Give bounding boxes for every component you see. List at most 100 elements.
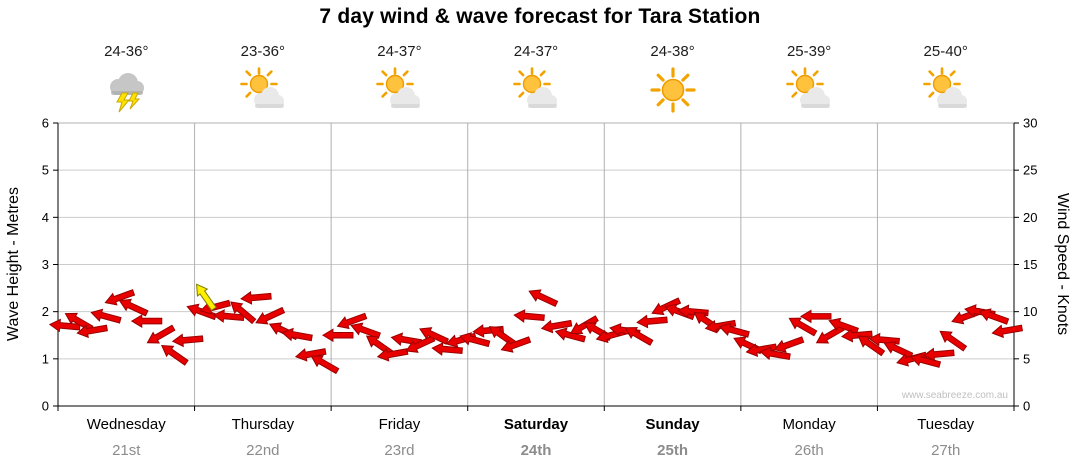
- temp-range: 24-38°: [650, 43, 695, 60]
- wind-arrow: [745, 343, 778, 357]
- right-axis-tick-label: 20: [1023, 210, 1037, 225]
- wind-arrow: [759, 346, 791, 361]
- right-axis-tick-label: 25: [1023, 163, 1037, 178]
- wind-arrow: [978, 308, 1010, 325]
- watermark: www.seabreeze.com.au: [901, 390, 1008, 401]
- day-name: Thursday: [231, 416, 295, 433]
- left-axis-tick-label: 3: [42, 257, 49, 272]
- wind-arrow: [500, 336, 532, 353]
- day-label-wednesday: Wednesday 21st: [58, 416, 195, 460]
- day-date: 21st: [112, 442, 141, 459]
- wind-arrow: [255, 306, 286, 325]
- wind-arrow: [146, 324, 176, 344]
- day-date: 26th: [794, 442, 824, 459]
- suncloud-icon: [468, 66, 605, 116]
- wind-arrow: [624, 327, 654, 346]
- wind-arrow: [528, 289, 559, 308]
- right-axis-tick-label: 30: [1023, 116, 1037, 131]
- wind-arrow: [76, 324, 108, 339]
- day-header-monday: 25-39°: [741, 42, 878, 116]
- left-axis-tick-label: 5: [42, 163, 49, 178]
- day-date: 22nd: [246, 442, 280, 459]
- wind-arrow: [513, 309, 545, 323]
- wind-arrow: [419, 327, 450, 345]
- right-axis-tick-label: 5: [1023, 351, 1030, 366]
- wind-arrow: [336, 312, 368, 330]
- wind-arrow: [118, 298, 149, 317]
- day-name: Tuesday: [917, 416, 975, 433]
- day-date: 25th: [657, 442, 688, 459]
- day-label-monday: Monday 26th: [741, 416, 878, 460]
- day-label-tuesday: Tuesday 27th: [877, 416, 1014, 460]
- right-axis-tick-label: 0: [1023, 399, 1030, 414]
- wind-arrow: [554, 327, 586, 343]
- wind-arrow: [171, 333, 204, 348]
- wind-arrow: [922, 347, 955, 362]
- suncloud-icon: [877, 66, 1014, 116]
- day-header-wednesday: 24-36°: [58, 42, 195, 116]
- day-name: Saturday: [503, 416, 569, 433]
- wind-arrow: [240, 291, 272, 305]
- day-name: Monday: [782, 416, 836, 433]
- day-header-tuesday: 25-40°: [877, 42, 1014, 116]
- suncloud-icon: [741, 66, 878, 116]
- wind-arrow: [294, 348, 327, 362]
- temp-range: 24-37°: [377, 43, 422, 60]
- wind-arrow: [857, 335, 886, 357]
- day-name: Friday: [378, 416, 421, 433]
- day-header-saturday: 24-37°: [468, 42, 605, 116]
- day-date: 23rd: [384, 442, 415, 459]
- suncloud-icon: [331, 66, 468, 116]
- wind-arrow: [161, 344, 189, 366]
- day-header-thursday: 23-36°: [195, 42, 332, 116]
- wind-arrow: [321, 328, 354, 343]
- day-header-friday: 24-37°: [331, 42, 468, 116]
- storm-icon: [58, 66, 195, 116]
- right-axis-tick-label: 15: [1023, 257, 1037, 272]
- wind-arrow: [350, 322, 381, 339]
- wind-arrow: [718, 322, 750, 338]
- left-axis-tick-label: 2: [42, 304, 49, 319]
- wind-arrow: [540, 319, 573, 334]
- wind-arrow: [939, 330, 968, 352]
- temp-range: 25-40°: [923, 43, 968, 60]
- day-header-sunday: 24-38°: [604, 42, 741, 116]
- day-date: 27th: [931, 442, 961, 459]
- wind-arrow: [281, 327, 313, 342]
- wind-arrow: [212, 309, 245, 323]
- wind-arrow: [104, 289, 136, 306]
- wind-arrow: [799, 309, 832, 324]
- left-axis-tick-label: 4: [42, 210, 49, 225]
- day-label-sunday: Sunday 25th: [604, 416, 741, 460]
- wind-arrow: [569, 315, 599, 335]
- day-label-thursday: Thursday 22nd: [195, 416, 332, 460]
- wind-arrow: [991, 324, 1024, 339]
- wind-arrow: [773, 336, 805, 353]
- wind-arrow: [48, 318, 81, 333]
- wind-arrow: [841, 328, 873, 343]
- day-name: Wednesday: [86, 416, 166, 433]
- wind-arrow: [459, 332, 491, 348]
- wind-arrow: [788, 317, 818, 337]
- left-axis-tick-label: 6: [42, 116, 49, 131]
- page-title: 7 day wind & wave forecast for Tara Stat…: [319, 5, 761, 28]
- wind-arrow: [909, 352, 942, 368]
- wind-arrow: [90, 308, 122, 324]
- suncloud-icon: [195, 66, 332, 116]
- right-axis-tick-label: 10: [1023, 304, 1037, 319]
- day-label-saturday: Saturday 24th: [468, 416, 605, 460]
- wind-arrow: [636, 314, 668, 329]
- day-name: Sunday: [645, 416, 700, 433]
- temp-range: 24-37°: [513, 43, 559, 60]
- sunny-icon: [604, 66, 741, 116]
- wind-arrow: [130, 314, 163, 328]
- wind-arrow: [431, 342, 463, 356]
- wind-arrow: [230, 301, 257, 325]
- highlight-wind-arrow: [196, 283, 217, 312]
- temp-range: 24-36°: [104, 43, 149, 60]
- left-axis-tick-label: 1: [42, 351, 49, 366]
